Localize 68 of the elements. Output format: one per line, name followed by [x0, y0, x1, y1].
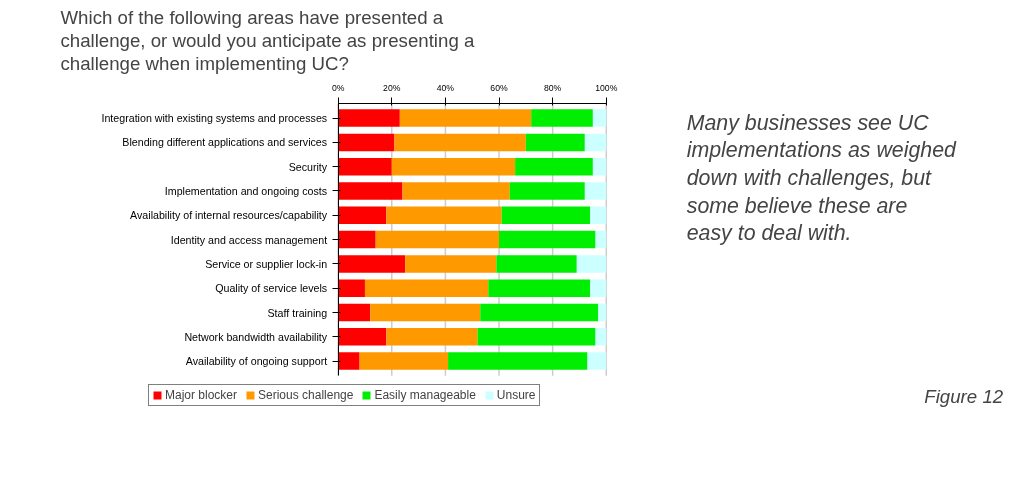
y-tick-label: Quality of service levels [215, 282, 328, 295]
bar [488, 279, 591, 297]
y-tick-label: Blending different applications and services [122, 136, 328, 149]
bar [386, 328, 478, 346]
bar [338, 255, 406, 273]
bar [338, 328, 387, 346]
bar [576, 255, 607, 273]
x-tick-label: 40% [436, 82, 455, 93]
bar [584, 133, 607, 152]
y-tick-label: Availability of ongoing support [185, 355, 328, 368]
bar [480, 303, 599, 322]
bar [364, 279, 489, 297]
legend-label: Easily manageable [374, 388, 476, 402]
bar [338, 279, 365, 297]
bar [338, 133, 395, 152]
bar [359, 352, 449, 370]
bar [338, 109, 400, 127]
x-tick-label: 20% [383, 82, 401, 93]
bar [515, 157, 593, 176]
bar [338, 182, 403, 200]
y-tick-label: Service or supplier lock-in [205, 257, 328, 270]
bar [338, 157, 392, 176]
bar [595, 230, 607, 249]
y-tick-label: Identity and access management [170, 233, 328, 246]
bar [587, 352, 607, 370]
bar [402, 182, 510, 200]
x-tick-label: 60% [490, 82, 508, 93]
bar [338, 303, 371, 322]
y-tick-label: Staff training [267, 306, 328, 319]
legend-label: Serious challenge [258, 388, 354, 402]
bar [501, 206, 591, 225]
x-tick-label: 80% [543, 82, 562, 93]
bar [338, 230, 376, 249]
bar [370, 303, 481, 322]
bar [386, 206, 502, 225]
bar [590, 279, 607, 297]
y-tick-label: Implementation and ongoing costs [164, 184, 328, 197]
chart-title: Which of the following areas have presented a challenge, or would you anticipate as presenting a challenge when implementing UC? [60, 7, 475, 75]
x-tick-label: 100% [595, 82, 618, 93]
bar [592, 109, 607, 127]
bar [598, 303, 607, 322]
y-tick-label: Integration with existing systems and processes [101, 112, 328, 125]
bar [584, 182, 607, 200]
legend-label: Major blocker [165, 388, 238, 402]
bar [525, 133, 585, 152]
bar [595, 328, 607, 346]
bar [477, 328, 596, 346]
bar [405, 255, 497, 273]
bar [499, 230, 596, 249]
legend-label: Unsure [496, 388, 536, 402]
bar [394, 133, 526, 152]
caption: Figure 12 [924, 385, 1004, 407]
y-tick-label: Network bandwidth availability [184, 330, 328, 343]
bar [399, 109, 532, 127]
y-tick-label: Security [288, 160, 328, 173]
bar [509, 182, 585, 200]
x-tick-label: 0% [331, 82, 345, 93]
text: Many businesses see UC implementations as weighed down with challenges, but some believe these are easy to deal with. [686, 110, 957, 246]
bar [448, 352, 588, 370]
bar [592, 157, 607, 176]
bar [590, 206, 607, 225]
bar [338, 352, 360, 370]
bar [531, 109, 593, 127]
bar [338, 206, 387, 225]
bar [496, 255, 577, 273]
y-tick-label: Availability of internal resources/capability [130, 209, 328, 222]
bar [391, 157, 516, 176]
bar [375, 230, 500, 249]
